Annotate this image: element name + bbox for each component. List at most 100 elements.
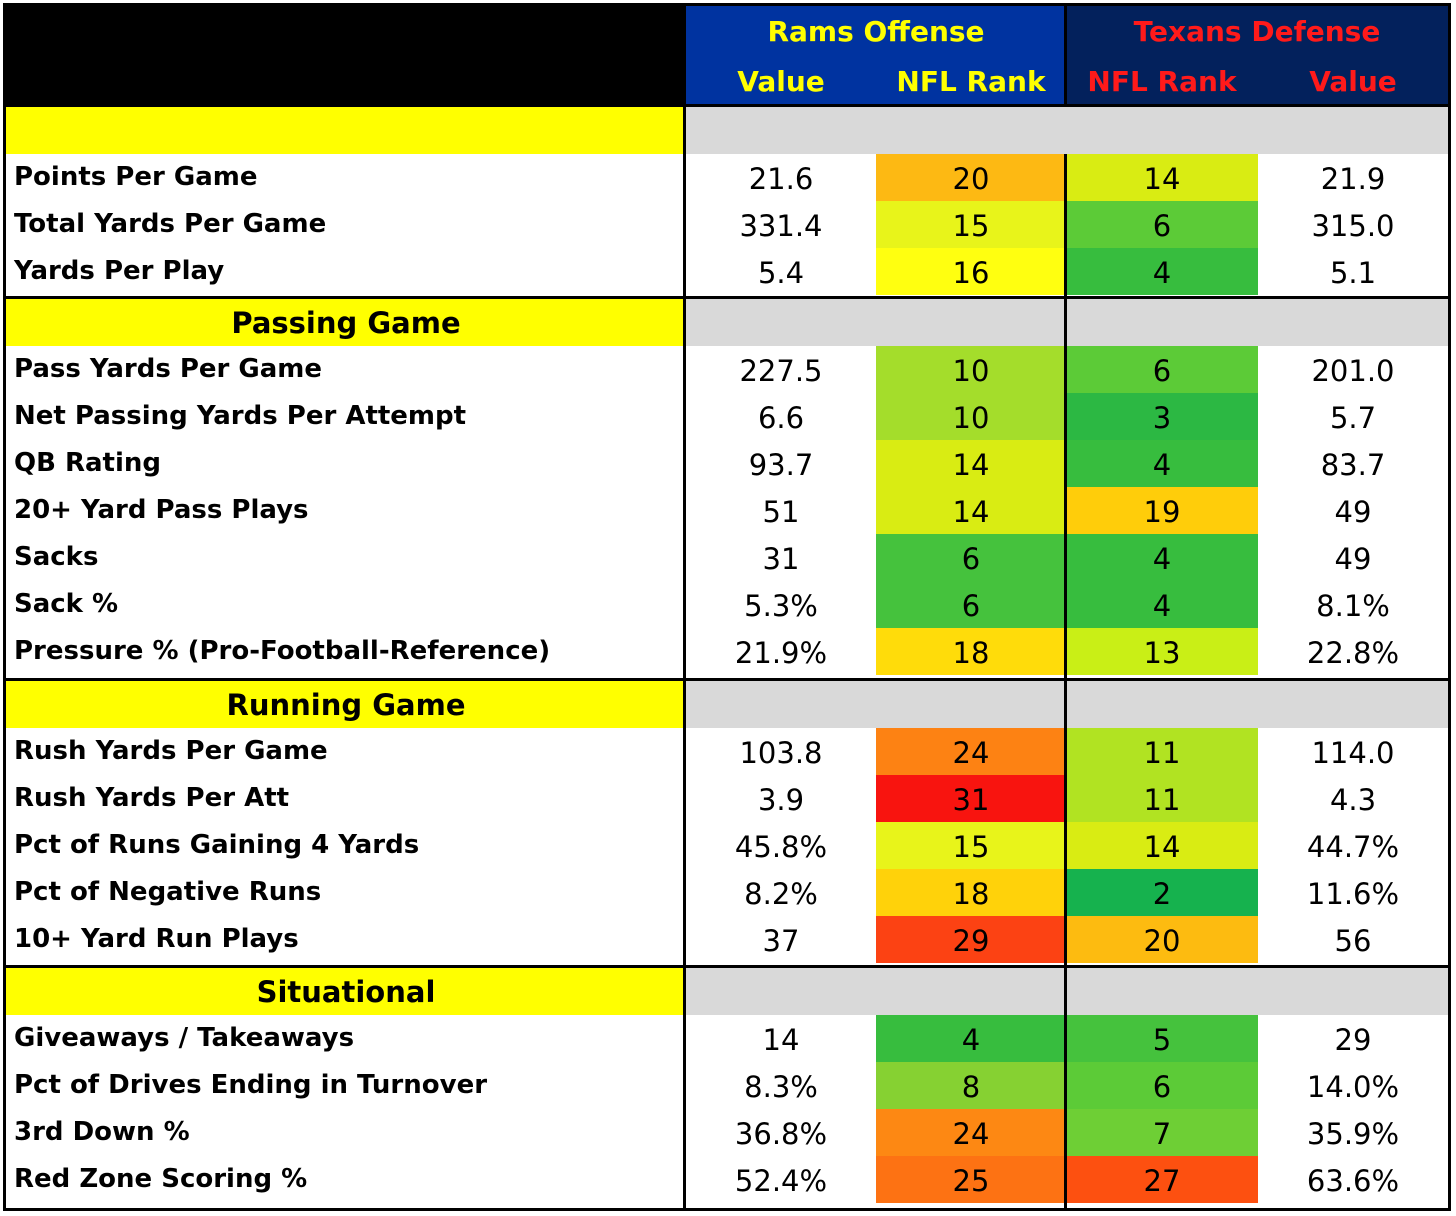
- row-label: Rush Yards Per Att: [14, 783, 290, 813]
- row-divider: [6, 678, 1448, 681]
- texans-value-cell: 315.0: [1311, 209, 1395, 243]
- rams-value-cell: 21.9%: [734, 636, 828, 670]
- texans-rank-cell: 3: [1066, 393, 1258, 440]
- rams-rank-header: NFL Rank: [896, 65, 1046, 98]
- texans-rank-cell: 19: [1066, 487, 1258, 534]
- row-label: Net Passing Yards Per Attempt: [14, 401, 467, 431]
- texans-rank-cell: 6: [1066, 201, 1258, 248]
- stats-table: Rams Offense Texans Defense Value NFL Ra…: [3, 3, 1451, 1211]
- column-divider: [1064, 6, 1067, 107]
- row-label: Red Zone Scoring %: [14, 1164, 308, 1194]
- row-label: Pct of Negative Runs: [14, 877, 322, 907]
- row-label: Sacks: [14, 542, 99, 572]
- rams-rank-cell: 20: [876, 154, 1066, 201]
- rams-value-cell: 103.8: [739, 736, 823, 770]
- texans-value-cell: 44.7%: [1306, 830, 1400, 864]
- rams-rank-cell: 10: [876, 393, 1066, 440]
- texans-rank-cell: 14: [1066, 154, 1258, 201]
- rams-rank-cell: 15: [876, 822, 1066, 869]
- rams-rank-cell: 24: [876, 728, 1066, 775]
- section-header-data-cell: [686, 968, 1448, 1015]
- texans-rank-cell: 6: [1066, 346, 1258, 393]
- rams-rank-cell: 25: [876, 1156, 1066, 1203]
- texans-value-cell: 29: [1334, 1023, 1372, 1057]
- rams-rank-cell: 18: [876, 869, 1066, 916]
- table-row: Pct of Negative Runs 8.2% 18 2 11.6%: [6, 869, 1448, 916]
- section-header-data-cell: [686, 299, 1448, 346]
- header-blank-cell: [6, 6, 686, 106]
- rams-rank-cell: 14: [876, 487, 1066, 534]
- texans-rank-cell: 4: [1066, 440, 1258, 487]
- texans-rank-cell: 6: [1066, 1062, 1258, 1109]
- row-divider: [6, 296, 1448, 299]
- rams-rank-cell: 18: [876, 628, 1066, 675]
- table-row: Total Yards Per Game 331.4 15 6 315.0: [6, 201, 1448, 248]
- texans-value-cell: 56: [1334, 924, 1372, 958]
- table-row: Pct of Runs Gaining 4 Yards 45.8% 15 14 44.7…: [6, 822, 1448, 869]
- texans-value-cell: 35.9%: [1306, 1117, 1400, 1151]
- rams-rank-cell: 29: [876, 916, 1066, 963]
- rams-value-cell: 8.3%: [744, 1070, 818, 1104]
- section-header-label-cell: [6, 968, 686, 1015]
- table-row: Rush Yards Per Att 3.9 31 11 4.3: [6, 775, 1448, 822]
- texans-value-cell: 63.6%: [1306, 1164, 1400, 1198]
- texans-rank-cell: 14: [1066, 822, 1258, 869]
- texans-rank-cell: 4: [1066, 248, 1258, 295]
- texans-value-cell: 83.7: [1320, 448, 1386, 482]
- rams-value-cell: 5.3%: [744, 589, 818, 623]
- rams-value-cell: 21.6: [748, 162, 814, 196]
- row-label: Pressure % (Pro-Football-Reference): [14, 636, 551, 666]
- column-divider: [683, 6, 686, 1208]
- table-row: 20+ Yard Pass Plays 51 14 19 49: [6, 487, 1448, 534]
- texans-value-cell: 11.6%: [1306, 877, 1400, 911]
- section-header-data-cell: [686, 107, 1448, 154]
- table-row: Sack % 5.3% 6 4 8.1%: [6, 581, 1448, 628]
- rams-header: [686, 6, 1066, 106]
- section-header-label-cell: [6, 681, 686, 728]
- row-label: Points Per Game: [14, 162, 258, 192]
- rams-rank-cell: 4: [876, 1015, 1066, 1062]
- texans-value-cell: 49: [1334, 542, 1372, 576]
- rams-rank-cell: 15: [876, 201, 1066, 248]
- section-header-label-cell: [6, 107, 686, 154]
- texans-value-cell: 22.8%: [1306, 636, 1400, 670]
- texans-rank-cell: 4: [1066, 534, 1258, 581]
- rams-value-cell: 45.8%: [734, 830, 828, 864]
- texans-value-cell: 8.1%: [1316, 589, 1390, 623]
- rams-value-cell: 31: [762, 542, 800, 576]
- table-row: 10+ Yard Run Plays 37 29 20 56: [6, 916, 1448, 963]
- table-row: Pressure % (Pro-Football-Reference) 21.9%…: [6, 628, 1448, 675]
- table-row: Giveaways / Takeaways 14 4 5 29: [6, 1015, 1448, 1062]
- texans-rank-cell: 11: [1066, 775, 1258, 822]
- rams-rank-cell: 6: [876, 534, 1066, 581]
- table-row: Pass Yards Per Game 227.5 10 6 201.0: [6, 346, 1448, 393]
- texans-value-cell: 49: [1334, 495, 1372, 529]
- texans-value-cell: 114.0: [1311, 736, 1395, 770]
- table-row: Sacks 31 6 4 49: [6, 534, 1448, 581]
- row-label: Pct of Drives Ending in Turnover: [14, 1070, 488, 1100]
- rams-value-cell: 331.4: [739, 209, 823, 243]
- rams-value-cell: 93.7: [748, 448, 814, 482]
- rams-rank-cell: 16: [876, 248, 1066, 295]
- row-label: Pct of Runs Gaining 4 Yards: [14, 830, 420, 860]
- table-row: Pct of Drives Ending in Turnover 8.3% 8 6 14…: [6, 1062, 1448, 1109]
- rams-rank-cell: 8: [876, 1062, 1066, 1109]
- row-label: 10+ Yard Run Plays: [14, 924, 299, 954]
- texans-value-cell: 4.3: [1329, 783, 1377, 817]
- table-row: QB Rating 93.7 14 4 83.7: [6, 440, 1448, 487]
- section-title: Running Game: [226, 688, 466, 722]
- row-label: 3rd Down %: [14, 1117, 190, 1147]
- section-title: [6, 107, 686, 154]
- row-label: Giveaways / Takeaways: [14, 1023, 355, 1053]
- rams-rank-cell: 10: [876, 346, 1066, 393]
- texans-rank-cell: 13: [1066, 628, 1258, 675]
- texans-value-cell: 14.0%: [1306, 1070, 1400, 1104]
- texans-rank-cell: 11: [1066, 728, 1258, 775]
- row-label: Total Yards Per Game: [14, 209, 327, 239]
- row-label: Sack %: [14, 589, 119, 619]
- rams-value-cell: 8.2%: [744, 877, 818, 911]
- texans-header: [1066, 6, 1448, 106]
- rams-value-cell: 227.5: [739, 354, 823, 388]
- row-label: QB Rating: [14, 448, 161, 478]
- table-row: Points Per Game 21.6 20 14 21.9: [6, 154, 1448, 201]
